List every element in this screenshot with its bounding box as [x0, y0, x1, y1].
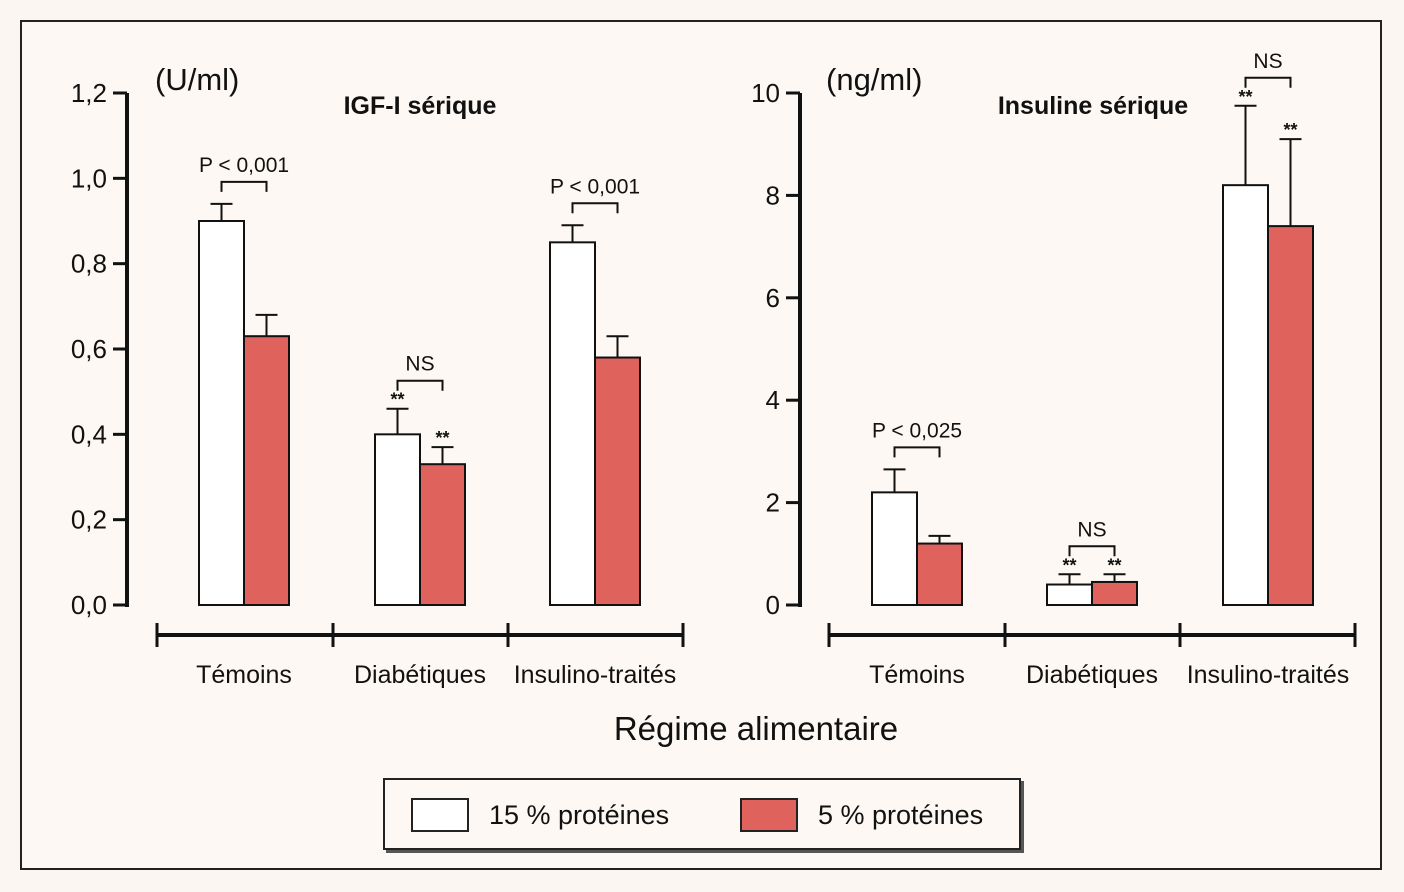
chart-igf1: 0,0 0,2 0,4 0,6 0,8 1,0 1,2 (U/ml) IGF-I sérique… [71, 62, 685, 689]
y-tick-label: 10 [751, 78, 780, 108]
y-axis-unit: (U/ml) [155, 62, 239, 97]
significance-stars: ** [1062, 555, 1076, 575]
legend: 15 % protéines 5 % protéines [383, 778, 1021, 850]
comparison-label: P < 0,025 [872, 419, 962, 442]
y-tick-label: 1,0 [71, 163, 107, 193]
y-tick-label: 4 [766, 385, 780, 415]
y-tick-label: 0,6 [71, 334, 107, 364]
y-tick-label: 8 [766, 180, 780, 210]
legend-label-5: 5 % protéines [818, 799, 984, 830]
x-axis-title: Régime alimentaire [614, 710, 898, 747]
legend-label-15: 15 % protéines [489, 799, 670, 830]
comparison-label: NS [1077, 518, 1106, 541]
legend-item-15: 15 % protéines [411, 796, 669, 834]
bar [374, 433, 421, 607]
comparison-label: NS [405, 353, 434, 376]
y-tick-label: 0,2 [71, 505, 107, 535]
significance-stars: ** [1107, 555, 1121, 575]
y-tick-label: 6 [766, 283, 780, 313]
chart-insulin: 0 2 4 6 8 10 (ng/ml) Insuline sérique Témoins P <… [751, 50, 1357, 689]
y-tick-label: 0,0 [71, 590, 107, 620]
y-tick-label: 0 [766, 590, 780, 620]
comparison-label: P < 0,001 [550, 175, 640, 198]
bar [243, 335, 290, 606]
comparison-bracket [220, 180, 268, 192]
category-label: Insulino-traités [514, 661, 677, 689]
comparison-bracket [1068, 545, 1116, 557]
y-tick-label: 1,2 [71, 78, 107, 108]
legend-swatch-5 [740, 798, 798, 832]
comparison-label: NS [1253, 50, 1282, 73]
legend-item-5: 5 % protéines [740, 796, 983, 834]
bar [916, 542, 963, 606]
bar [1046, 583, 1093, 607]
comparison-bracket [893, 446, 941, 458]
comparison-bracket [571, 202, 619, 214]
category-label: Insulino-traités [1187, 661, 1350, 689]
bar [1091, 580, 1138, 607]
legend-swatch-15 [411, 798, 469, 832]
bar [594, 356, 641, 606]
bar [1222, 184, 1269, 606]
significance-stars: ** [1238, 87, 1252, 107]
bar [1267, 225, 1314, 606]
y-tick-label: 2 [766, 488, 780, 518]
comparison-bracket [396, 379, 444, 391]
comparison-label: P < 0,001 [199, 154, 289, 177]
category-label: Diabétiques [1026, 661, 1158, 689]
y-axis-unit: (ng/ml) [826, 62, 922, 97]
y-tick-label: 0,8 [71, 249, 107, 279]
category-label: Témoins [869, 661, 965, 689]
significance-stars: ** [390, 390, 404, 410]
y-tick-label: 0,4 [71, 419, 107, 449]
chart-title: Insuline sérique [998, 92, 1188, 120]
bar [549, 241, 596, 606]
significance-stars: ** [1283, 120, 1297, 140]
chart-title: IGF-I sérique [344, 92, 497, 120]
bar [419, 463, 466, 607]
significance-stars: ** [435, 428, 449, 448]
comparison-bracket [1244, 76, 1292, 88]
bar [198, 220, 245, 606]
bar [871, 491, 918, 606]
category-label: Diabétiques [354, 661, 486, 689]
category-label: Témoins [196, 661, 292, 689]
